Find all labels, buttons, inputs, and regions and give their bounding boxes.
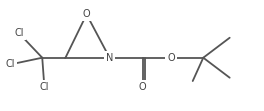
Text: O: O — [139, 82, 146, 92]
Text: Cl: Cl — [40, 82, 49, 92]
Text: O: O — [83, 9, 90, 19]
Text: Cl: Cl — [14, 28, 24, 38]
Text: Cl: Cl — [6, 59, 15, 69]
Text: O: O — [167, 53, 175, 63]
Text: N: N — [106, 53, 113, 63]
